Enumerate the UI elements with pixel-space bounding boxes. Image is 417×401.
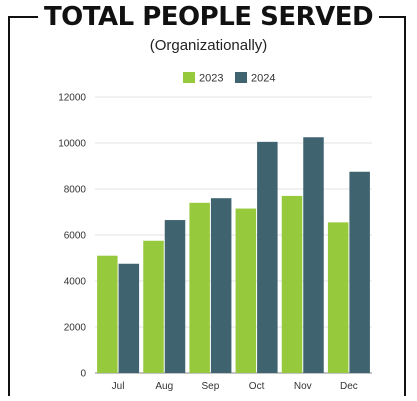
x-tick-label: Dec — [340, 381, 358, 392]
bar-2023-sep — [189, 202, 210, 373]
x-tick-label: Sep — [202, 381, 220, 392]
y-tick-label: 10000 — [58, 139, 86, 150]
bar-2024-aug — [164, 220, 186, 373]
legend-swatch-2024 — [235, 72, 247, 83]
x-tick-label: Aug — [155, 381, 173, 392]
x-tick-label: Nov — [294, 381, 312, 392]
y-tick-label: 2000 — [64, 323, 87, 334]
bar-2023-jul — [97, 255, 118, 373]
bar-2023-oct — [235, 208, 257, 373]
bar-2023-dec — [327, 222, 349, 373]
y-tick-label: 8000 — [64, 185, 87, 196]
chart-subtitle: (Organizationally) — [149, 37, 268, 54]
bar-2024-oct — [257, 141, 278, 373]
bar-2024-sep — [210, 198, 232, 373]
bar-2023-nov — [281, 195, 303, 373]
x-tick-label: Oct — [249, 381, 265, 392]
x-tick-label: Jul — [112, 381, 125, 392]
bar-2023-aug — [143, 240, 164, 373]
bar-2024-dec — [349, 171, 370, 373]
y-tick-label: 0 — [80, 369, 86, 380]
legend-label-2023: 2023 — [199, 73, 223, 85]
y-tick-label: 12000 — [58, 93, 86, 104]
legend-label-2024: 2024 — [251, 73, 275, 85]
bar-2024-jul — [118, 263, 140, 373]
legend-swatch-2023 — [183, 72, 195, 83]
chart-title: TOTAL PEOPLE SERVED — [0, 0, 417, 34]
y-tick-label: 4000 — [64, 277, 87, 288]
bar-2024-nov — [303, 137, 324, 373]
y-tick-label: 6000 — [64, 231, 87, 242]
